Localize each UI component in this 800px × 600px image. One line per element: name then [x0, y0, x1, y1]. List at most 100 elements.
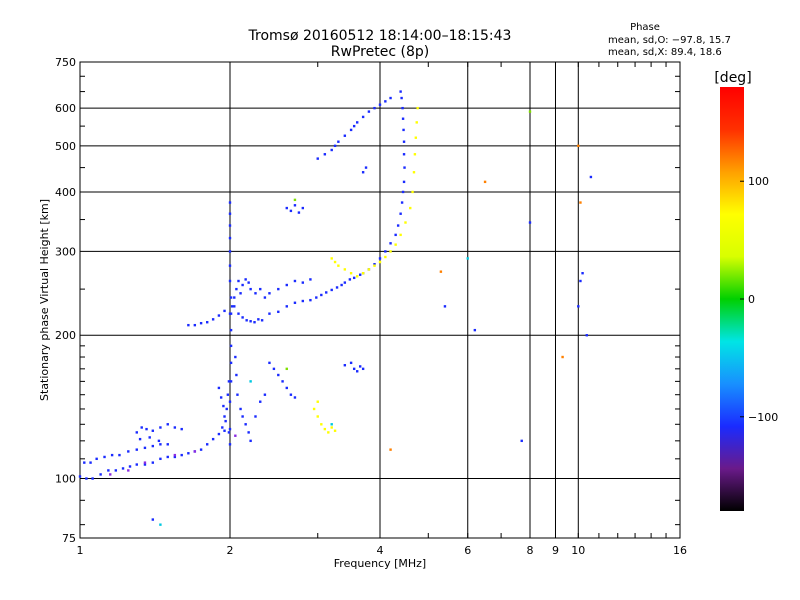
data-point: [323, 427, 327, 431]
data-point: [330, 148, 333, 152]
data-point: [349, 272, 353, 275]
data-point: [227, 380, 231, 383]
data-point: [159, 426, 162, 429]
data-point: [399, 90, 402, 93]
x-tick-label: 1: [77, 544, 84, 557]
data-point: [333, 429, 337, 432]
data-point: [228, 250, 232, 253]
data-point: [151, 461, 155, 464]
data-point: [373, 264, 376, 267]
data-point: [358, 273, 362, 276]
data-point: [247, 431, 250, 434]
data-point: [236, 393, 239, 396]
data-point: [352, 367, 356, 371]
data-point: [399, 233, 402, 237]
data-point: [78, 475, 82, 478]
data-point: [401, 106, 404, 110]
data-point: [228, 201, 232, 204]
data-point: [140, 426, 143, 429]
data-point: [399, 212, 402, 215]
data-point: [378, 257, 382, 260]
data-point: [107, 469, 110, 472]
data-point: [528, 221, 532, 224]
data-point: [330, 288, 333, 292]
data-point: [335, 286, 339, 289]
data-point: [180, 453, 183, 457]
phase-X-stats: mean, sd,X: 89.4, 18.6: [608, 47, 722, 58]
data-point: [389, 242, 392, 245]
data-point: [349, 361, 353, 365]
data-point: [234, 434, 237, 437]
y-tick-label: 500: [55, 140, 76, 153]
y-axis-label: Stationary phase Virtual Height [km]: [38, 199, 51, 401]
data-point: [249, 380, 252, 383]
data-point: [402, 128, 405, 132]
data-point: [396, 224, 400, 227]
x-tick-label: 2: [227, 544, 234, 557]
y-tick-label: 100: [55, 473, 76, 486]
data-point: [228, 212, 232, 215]
data-point: [135, 431, 138, 434]
data-point: [325, 291, 328, 294]
data-point: [378, 260, 382, 264]
data-point: [272, 367, 276, 371]
data-point: [166, 423, 169, 426]
data-point: [143, 461, 147, 464]
data-point: [114, 469, 118, 472]
data-point: [157, 439, 161, 443]
data-point: [233, 305, 236, 308]
data-point: [330, 426, 333, 429]
data-point: [228, 443, 232, 446]
data-point: [187, 452, 190, 455]
data-point: [579, 201, 582, 204]
data-point: [244, 278, 247, 281]
data-point: [118, 453, 121, 457]
data-point: [289, 209, 293, 213]
data-point: [373, 106, 376, 110]
data-point: [229, 361, 233, 365]
data-point: [349, 128, 353, 132]
data-point: [340, 283, 343, 287]
data-point: [400, 96, 403, 100]
data-point: [205, 443, 209, 446]
data-point: [223, 429, 226, 432]
data-point: [89, 461, 92, 464]
data-point: [358, 365, 362, 368]
data-point: [402, 180, 406, 184]
data-point: [229, 344, 233, 348]
data-point: [121, 467, 125, 470]
colorbar-unit-label: [deg]: [714, 70, 751, 86]
data-point: [135, 448, 138, 451]
data-point: [355, 275, 359, 278]
data-point: [289, 393, 293, 396]
y-tick-label: 600: [55, 102, 76, 115]
data-point: [361, 115, 365, 119]
data-point: [199, 321, 203, 325]
data-point: [577, 305, 580, 308]
data-point: [293, 301, 297, 304]
x-axis: 1 2 4 6 8 9 10 16: [77, 62, 687, 557]
data-point: [577, 144, 580, 148]
data-point: [249, 439, 252, 443]
data-point: [263, 393, 267, 396]
data-point: [416, 106, 419, 110]
data-point: [309, 278, 312, 281]
data-point: [301, 206, 305, 210]
x-tick-label: 16: [673, 544, 687, 557]
data-point: [367, 110, 371, 113]
data-point: [226, 393, 230, 396]
colorbar-ticks: 100 0 −100: [740, 175, 778, 424]
data-point: [228, 264, 232, 267]
data-point: [222, 404, 225, 408]
data-point: [230, 305, 234, 308]
data-point: [409, 206, 412, 210]
data-point: [285, 386, 288, 390]
data-point: [268, 361, 271, 365]
chart-subtitle: RwPretec (8p): [331, 44, 429, 60]
data-point: [254, 292, 257, 295]
data-point: [316, 157, 319, 160]
data-point: [233, 296, 236, 299]
colorbar-tick-label: 0: [748, 293, 755, 306]
data-point: [320, 293, 323, 297]
